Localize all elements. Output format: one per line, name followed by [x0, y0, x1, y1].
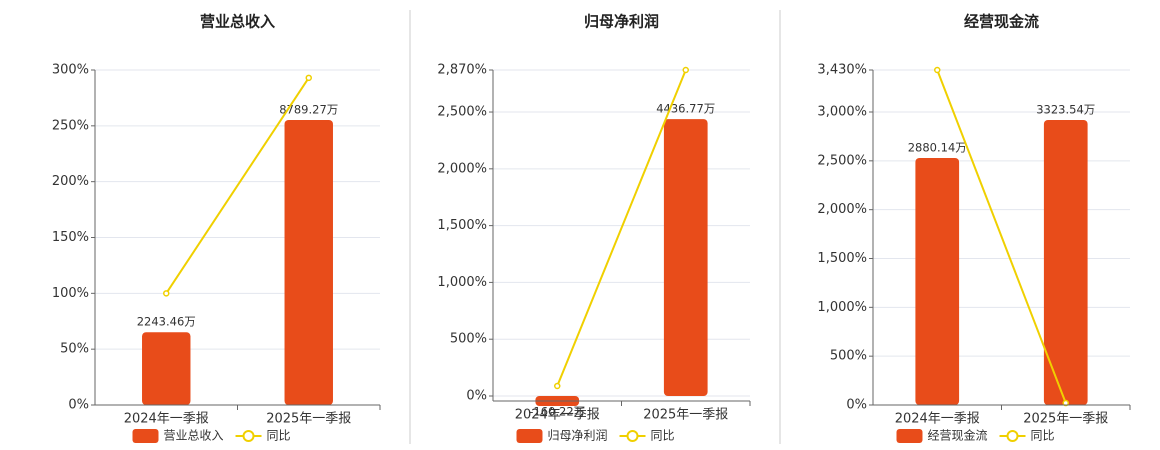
legend-swatch — [132, 429, 159, 443]
x-tick-label: 2025年一季报 — [266, 412, 351, 427]
y-tick-label: 50% — [60, 342, 89, 357]
legend-swatch — [1006, 430, 1019, 442]
bar — [142, 332, 191, 405]
bar — [663, 119, 708, 397]
line — [936, 69, 1067, 404]
data-label: 2243.46万 — [137, 315, 196, 329]
chart-title: 归母净利润 — [584, 13, 659, 31]
legend-label: 归母净利润 — [548, 429, 608, 443]
y-tick-label: 1,000% — [817, 300, 867, 315]
legend-label: 营业总收入 — [164, 429, 224, 443]
y-tick-label: 3,430% — [817, 63, 867, 78]
y-tick-label: 500% — [450, 332, 487, 347]
y-tick-label: 100% — [52, 286, 89, 301]
y-tick-label: 2,000% — [817, 202, 867, 217]
y-tick-label: 150% — [52, 230, 89, 245]
legend-swatch — [896, 429, 923, 443]
y-tick-label: 2,000% — [437, 161, 487, 176]
legend-swatch — [626, 430, 639, 442]
x-tick-label: 2024年一季报 — [895, 412, 980, 427]
line-point — [1062, 399, 1069, 407]
data-label: 2880.14万 — [908, 140, 967, 154]
legend-swatch — [516, 429, 543, 443]
y-tick-label: 2,500% — [817, 153, 867, 168]
legend-label: 经营现金流 — [928, 428, 988, 443]
x-tick-label: 2025年一季报 — [1023, 412, 1108, 427]
legend-label: 同比 — [267, 429, 291, 443]
bar — [1043, 119, 1088, 406]
y-tick-label: 3,000% — [817, 104, 867, 119]
y-tick-label: 250% — [52, 118, 89, 133]
y-tick-label: 1,000% — [437, 275, 487, 290]
y-tick-label: 2,500% — [437, 105, 487, 120]
data-label: 4436.77万 — [656, 102, 715, 116]
y-tick-label: 0% — [846, 398, 867, 413]
chart-title: 营业总收入 — [200, 13, 275, 31]
y-tick-label: 200% — [52, 174, 89, 189]
data-label: 3323.54万 — [1036, 102, 1095, 116]
line-point — [163, 290, 170, 297]
y-tick-label: 1,500% — [817, 251, 867, 266]
data-label: 8789.27万 — [279, 102, 338, 116]
line — [165, 77, 310, 294]
legend-label: 同比 — [651, 429, 675, 443]
legend-swatch — [242, 430, 255, 442]
y-tick-label: 0% — [68, 398, 89, 413]
line-point — [682, 66, 689, 74]
x-tick-label: 2024年一季报 — [515, 408, 600, 423]
y-tick-label: 1,500% — [437, 218, 487, 233]
y-tick-label: 500% — [830, 349, 867, 364]
line-point — [554, 382, 561, 390]
bar — [284, 119, 333, 406]
x-tick-label: 2025年一季报 — [643, 408, 728, 423]
data-label: -160.22万 — [529, 405, 585, 419]
line-point — [934, 66, 941, 74]
x-tick-label: 2024年一季报 — [124, 412, 209, 427]
legend-label: 同比 — [1031, 429, 1055, 443]
line — [556, 69, 687, 387]
y-tick-label: 2,870% — [437, 63, 487, 78]
chart-title: 经营现金流 — [964, 13, 1039, 31]
line-point — [305, 74, 312, 82]
bar — [915, 157, 960, 405]
y-tick-label: 0% — [466, 389, 487, 404]
y-tick-label: 300% — [52, 63, 89, 78]
